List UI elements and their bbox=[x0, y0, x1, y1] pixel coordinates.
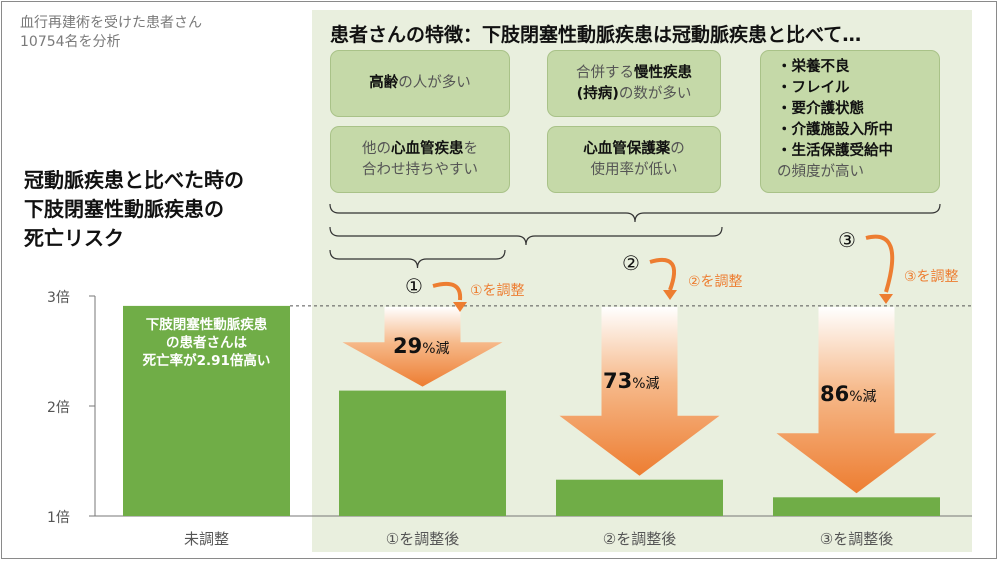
x-category-label: ②を調整後 bbox=[602, 530, 677, 548]
traits-headline: 患者さんの特徴：下肢閉塞性動脈疾患は冠動脈疾患と比べて… bbox=[330, 24, 862, 46]
bar bbox=[123, 305, 290, 516]
reduction-arrow bbox=[342, 306, 503, 387]
trait-cvd-line2: 合わせ持ちやすい bbox=[362, 161, 478, 178]
trait-chronic-pre: 合併する bbox=[576, 64, 634, 81]
unadjusted-annotation-line: の患者さんは bbox=[166, 335, 247, 351]
adjust-arrow-1 bbox=[432, 281, 463, 301]
chart-title-line: 冠動脈疾患と比べた時の bbox=[24, 168, 244, 192]
unadjusted-annotation-line: 下肢閉塞性動脈疾患 bbox=[145, 317, 268, 333]
adjust-label-2: ②を調整 bbox=[688, 274, 743, 290]
adjust-arrow-3-head bbox=[879, 294, 893, 304]
trait-box-chronic: 合併する慢性疾患 (持病)の数が多い bbox=[547, 50, 721, 117]
trait-chronic-em: 慢性疾患 bbox=[634, 64, 692, 81]
brace-label-2: ② bbox=[622, 251, 640, 275]
bar bbox=[556, 479, 723, 516]
brace-label-3: ③ bbox=[838, 228, 856, 252]
x-category-label: ③を調整後 bbox=[819, 530, 894, 548]
adjust-label-3: ③を調整 bbox=[904, 269, 959, 285]
trait-med-line2: 使用率が低い bbox=[590, 161, 678, 178]
adjust-arrow-2 bbox=[649, 258, 676, 291]
reduction-arrow bbox=[559, 306, 720, 476]
reduction-number: 73 bbox=[603, 369, 633, 393]
study-note-line2: 10754名を分析 bbox=[20, 34, 121, 50]
trait-box-cvd: 他の心血管疾患を 合わせ持ちやすい bbox=[330, 126, 510, 193]
unadjusted-annotation-line: 死亡率が2.91倍高い bbox=[142, 353, 271, 369]
trait-chronic-em2: (持病) bbox=[576, 85, 619, 102]
adjust-arrow-3 bbox=[865, 234, 895, 293]
reduction-unit: %減 bbox=[422, 341, 450, 357]
reduction-label-3: 86%減 bbox=[820, 382, 877, 406]
reduction-unit: %減 bbox=[849, 389, 877, 405]
trait-med-post: の bbox=[670, 140, 685, 157]
trait-chronic-rest: の数が多い bbox=[618, 85, 692, 102]
trait-box-medication: 心血管保護薬の 使用率が低い bbox=[547, 126, 721, 193]
reduction-number: 29 bbox=[393, 334, 423, 358]
brace-group-1 bbox=[329, 249, 506, 269]
trait-social-item: ・介護施設入所中 bbox=[777, 122, 893, 138]
reduction-unit: %減 bbox=[632, 376, 660, 392]
bar bbox=[773, 497, 940, 516]
chart-title-line: 下肢閉塞性動脈疾患の bbox=[24, 197, 224, 221]
trait-box-elderly: 高齢の人が多い bbox=[330, 50, 510, 117]
trait-social-tail: の頻度が高い bbox=[777, 164, 864, 180]
chart-title-line: 死亡リスク bbox=[24, 226, 124, 250]
reduction-arrow bbox=[776, 306, 937, 494]
adjust-arrow-2-head bbox=[663, 290, 677, 300]
brace-group-3 bbox=[329, 203, 941, 223]
bar bbox=[339, 390, 506, 516]
chart-title: 冠動脈疾患と比べた時の 下肢閉塞性動脈疾患の 死亡リスク bbox=[24, 166, 244, 253]
trait-social-item: ・要介護状態 bbox=[777, 101, 864, 117]
x-category-label: ①を調整後 bbox=[385, 530, 460, 548]
brace-label-1: ① bbox=[405, 274, 423, 298]
unadjusted-annotation: 下肢閉塞性動脈疾患 の患者さんは 死亡率が2.91倍高い bbox=[123, 316, 290, 370]
trait-elderly-rest: の人が多い bbox=[398, 75, 471, 91]
study-note: 血行再建術を受けた患者さん 10754名を分析 bbox=[20, 14, 202, 52]
x-category-label: 未調整 bbox=[183, 530, 229, 548]
y-tick-label: 1倍 bbox=[47, 510, 70, 526]
trait-cvd-em: 心血管疾患 bbox=[391, 140, 464, 157]
trait-med-em: 心血管保護薬 bbox=[583, 140, 671, 157]
study-note-line1: 血行再建術を受けた患者さん bbox=[20, 15, 202, 31]
brace-group-2 bbox=[329, 226, 723, 246]
reduction-label-1: 29%減 bbox=[393, 334, 450, 358]
trait-elderly-em: 高齢 bbox=[369, 75, 399, 91]
trait-social-item: ・フレイル bbox=[777, 80, 850, 96]
trait-cvd-post: を bbox=[463, 140, 479, 157]
trait-cvd-pre: 他の bbox=[362, 140, 391, 157]
y-tick-label: 3倍 bbox=[47, 290, 70, 306]
reduction-number: 86 bbox=[820, 382, 850, 406]
trait-social-item: ・栄養不良 bbox=[777, 59, 850, 75]
trait-box-social: ・栄養不良 ・フレイル ・要介護状態 ・介護施設入所中 ・生活保護受給中 の頻度… bbox=[760, 50, 940, 193]
adjust-arrow-1-head bbox=[453, 302, 467, 312]
adjust-label-1: ①を調整 bbox=[470, 283, 525, 299]
trait-social-item: ・生活保護受給中 bbox=[777, 143, 893, 159]
reduction-label-2: 73%減 bbox=[603, 369, 660, 393]
y-tick-label: 2倍 bbox=[47, 400, 70, 416]
